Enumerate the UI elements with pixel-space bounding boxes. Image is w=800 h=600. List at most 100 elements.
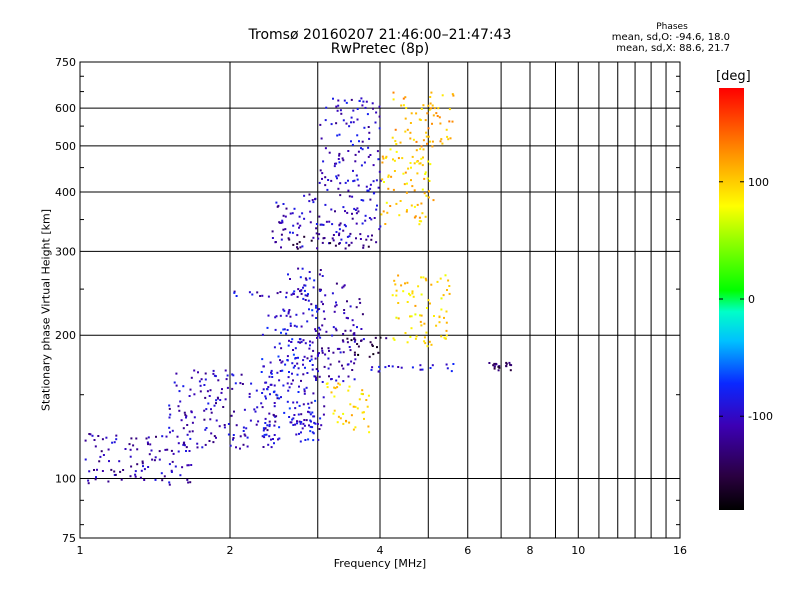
data-point [250,382,253,385]
data-point [122,469,125,471]
data-point [264,427,267,430]
data-point [229,444,232,447]
data-point [351,212,353,215]
data-point [399,141,402,144]
data-point [197,371,199,374]
data-point [296,246,298,249]
data-point [283,328,286,331]
data-point [280,331,282,334]
data-point [360,97,363,100]
data-point [339,417,342,420]
data-point [319,290,322,292]
data-point [346,341,349,344]
x-tick-label: 10 [571,544,585,557]
data-point [91,434,94,437]
data-point [427,196,430,199]
data-point [347,317,349,320]
data-point [359,238,362,240]
x-tick-label: 2 [227,544,234,557]
data-point [279,291,282,293]
data-point [314,357,317,360]
data-point [274,328,277,331]
data-point [279,359,281,362]
data-point [321,351,324,354]
data-point [377,351,380,354]
data-point [330,391,333,394]
data-point [357,210,360,213]
data-point [310,239,313,242]
data-point [283,309,286,312]
data-point [307,410,309,413]
data-point [270,446,273,449]
data-point [374,121,377,124]
data-point [141,462,144,465]
data-point [377,370,380,373]
colorbar [719,88,744,510]
data-point [421,188,424,191]
data-point [292,379,294,382]
data-point [424,173,427,175]
data-point [255,423,258,426]
data-point [354,405,357,408]
data-point [430,107,433,110]
data-point [398,214,401,217]
data-point [120,478,123,481]
data-point [414,304,417,307]
data-point [276,371,279,374]
data-point [168,416,171,419]
data-point [338,242,341,245]
data-point [420,107,423,110]
data-point [191,421,194,424]
data-point [381,178,384,181]
data-point [302,363,304,366]
data-point [409,335,412,338]
y-tick-label: 400 [55,186,76,199]
data-point [308,271,311,273]
data-point [338,152,341,155]
data-point [265,381,268,384]
data-point [338,234,340,237]
data-point [299,246,302,249]
data-point [298,226,300,229]
colorbar-tick-label: -100 [748,410,773,423]
data-point [251,293,254,296]
data-point [169,431,171,434]
data-point [406,301,409,303]
data-point [115,438,118,441]
data-point [393,170,396,172]
data-point [287,312,290,315]
data-point [355,212,358,215]
data-point [397,317,400,320]
data-point [327,347,330,350]
data-point [378,228,381,231]
data-point [445,128,448,131]
data-point [198,380,201,383]
data-point [296,362,299,365]
data-point [183,411,186,414]
data-point [379,179,382,182]
data-point [392,158,394,161]
data-point [349,305,352,308]
data-point [312,201,315,204]
data-point [270,371,272,374]
data-point [293,207,296,210]
data-point [346,300,348,303]
data-point [276,397,279,400]
data-point [406,341,409,344]
data-point [394,140,397,143]
data-point [255,389,258,392]
data-point [318,332,320,335]
data-point [309,413,312,416]
data-point [337,174,340,177]
data-point [363,126,366,129]
data-point [353,340,356,343]
data-point [341,286,344,289]
data-point [272,438,274,440]
data-point [360,392,363,395]
data-point [304,299,307,301]
data-point [303,289,306,292]
data-point [311,314,314,317]
data-point [366,113,369,116]
data-point [429,96,432,98]
data-point [321,172,324,175]
